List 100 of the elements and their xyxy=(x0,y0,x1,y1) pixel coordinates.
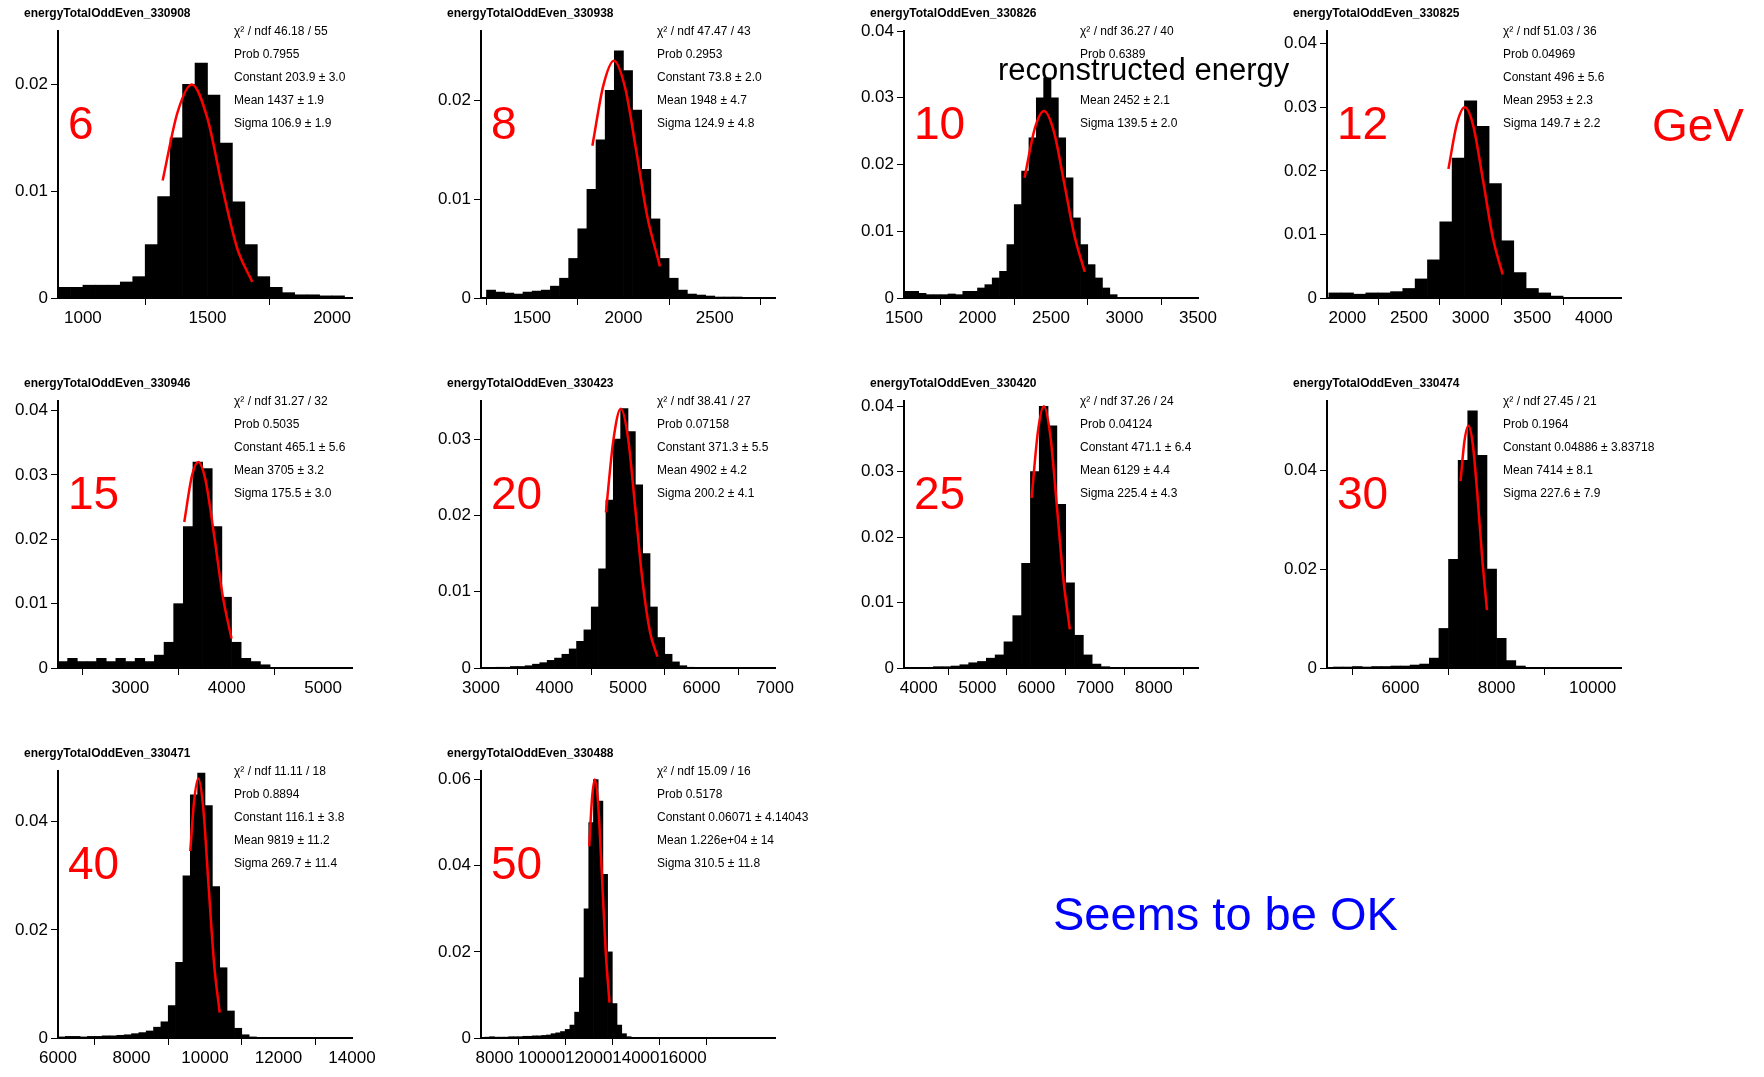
x-tick-label: 6000 xyxy=(39,1047,77,1067)
chart-title: energyTotalOddEven_330825 xyxy=(1293,6,1460,20)
x-tick-label: 3000 xyxy=(462,677,500,697)
annotation: χ² / ndf 51.03 / 36 xyxy=(1503,23,1598,40)
annotation: Sigma 124.9 ± 4.8 xyxy=(657,115,756,132)
y-tick-label: 0.04 xyxy=(860,20,894,40)
annotation: Mean 9819 ± 11.2 xyxy=(234,832,331,849)
text: Seems to be OK xyxy=(1053,886,1398,941)
annotation: Constant 371.3 ± 5.5 xyxy=(657,439,769,456)
y-tick-label: 0 xyxy=(38,287,48,307)
x-tick-label: 2000 xyxy=(958,307,997,327)
annotation: χ² / ndf 46.18 / 55 xyxy=(234,23,329,40)
annotation: Prob 0.5178 xyxy=(657,786,724,803)
annotation: 50 xyxy=(491,836,543,890)
x-tick-label: 10000 xyxy=(517,1047,566,1067)
chart-title: energyTotalOddEven_330946 xyxy=(24,376,191,390)
annotation: Mean 3705 ± 3.2 xyxy=(234,462,325,479)
annotation: 20 xyxy=(491,466,543,520)
annotation: 40 xyxy=(68,836,120,890)
annotation: Mean 4902 ± 4.2 xyxy=(657,462,748,479)
y-tick-label: 0.01 xyxy=(437,581,471,601)
x-tick-label: 14000 xyxy=(328,1047,376,1067)
annotation: Prob 0.8894 xyxy=(234,786,301,803)
x-tick-label: 2000 xyxy=(1328,307,1367,327)
y-tick-label: 0.01 xyxy=(860,592,894,612)
x-tick-label: 4000 xyxy=(535,677,574,697)
x-tick-label: 1000 xyxy=(64,307,102,327)
y-tick-label: 0 xyxy=(461,657,471,677)
y-tick-label: 0.02 xyxy=(14,529,48,549)
annotation: Mean 7414 ± 8.1 xyxy=(1503,462,1594,479)
annotation: Sigma 225.4 ± 4.3 xyxy=(1080,485,1179,502)
y-tick-label: 0.03 xyxy=(437,428,471,448)
x-tick-label: 12000 xyxy=(254,1047,303,1067)
x-tick-label: 1500 xyxy=(885,307,923,327)
annotation: Sigma 175.5 ± 3.0 xyxy=(234,485,333,502)
annotation: Sigma 139.5 ± 2.0 xyxy=(1080,115,1178,132)
annotation: χ² / ndf 31.27 / 32 xyxy=(234,393,329,410)
x-tick-label: 10000 xyxy=(1569,677,1617,697)
x-tick-label: 1500 xyxy=(188,307,227,327)
annotation: Constant 496 ± 5.6 xyxy=(1503,69,1605,86)
y-tick-label: 0 xyxy=(1307,657,1317,677)
annotation: Constant 116.1 ± 3.8 xyxy=(234,809,345,826)
x-tick-label: 10000 xyxy=(181,1047,229,1067)
y-tick-label: 0.01 xyxy=(437,188,471,208)
y-tick-label: 0.02 xyxy=(860,526,894,546)
x-tick-label: 5000 xyxy=(609,677,647,697)
x-tick-label: 8000 xyxy=(112,1047,151,1067)
y-tick-label: 0 xyxy=(461,287,471,307)
annotation: 10 xyxy=(914,96,966,150)
y-tick-label: 0.01 xyxy=(860,220,894,240)
annotation: Prob 0.2953 xyxy=(657,46,724,63)
annotation: Prob 0.5035 xyxy=(234,416,301,433)
annotation: χ² / ndf 11.11 / 18 xyxy=(234,763,327,780)
y-tick-label: 0.02 xyxy=(860,154,894,174)
annotation: 30 xyxy=(1337,466,1389,520)
annotation: χ² / ndf 38.41 / 27 xyxy=(657,393,752,410)
annotation: χ² / ndf 15.09 / 16 xyxy=(657,763,752,780)
y-tick-label: 0.03 xyxy=(860,87,894,107)
y-tick-label: 0.02 xyxy=(14,919,48,939)
y-tick-label: 0.04 xyxy=(1283,33,1317,53)
x-tick-label: 2500 xyxy=(1390,307,1428,327)
y-tick-label: 0.04 xyxy=(14,811,48,831)
annotation: Sigma 269.7 ± 11.4 xyxy=(234,855,339,872)
x-tick-label: 7000 xyxy=(756,677,794,697)
x-tick-label: 5000 xyxy=(304,677,342,697)
x-tick-label: 3500 xyxy=(1179,307,1217,327)
annotation: 6 xyxy=(68,96,94,150)
y-tick-label: 0.02 xyxy=(437,941,471,961)
annotation: 12 xyxy=(1337,96,1389,150)
x-tick-label: 2000 xyxy=(604,307,643,327)
annotation: Mean 2452 ± 2.1 xyxy=(1080,92,1171,109)
y-tick-label: 0.04 xyxy=(860,395,894,415)
annotation: Mean 2953 ± 2.3 xyxy=(1503,92,1594,109)
chart-title: energyTotalOddEven_330474 xyxy=(1293,376,1460,390)
x-tick-label: 3500 xyxy=(1513,307,1552,327)
y-tick-label: 0 xyxy=(38,1027,48,1047)
y-tick-label: 0.06 xyxy=(437,769,471,789)
chart-title: energyTotalOddEven_330908 xyxy=(24,6,191,20)
x-tick-label: 8000 xyxy=(475,1047,514,1067)
annotation: Sigma 149.7 ± 2.2 xyxy=(1503,115,1602,132)
y-tick-label: 0 xyxy=(461,1027,471,1047)
annotation: Mean 1948 ± 4.7 xyxy=(657,92,748,109)
annotation: Constant 465.1 ± 5.6 xyxy=(234,439,346,456)
y-tick-label: 0 xyxy=(884,657,894,677)
y-tick-label: 0.02 xyxy=(1283,558,1317,578)
annotation: Constant 0.04886 ± 3.83718 xyxy=(1503,439,1655,456)
y-tick-label: 0.01 xyxy=(14,180,48,200)
annotation: χ² / ndf 37.26 / 24 xyxy=(1080,393,1175,410)
y-tick-label: 0.04 xyxy=(14,400,48,420)
x-tick-label: 3000 xyxy=(1105,307,1144,327)
x-tick-label: 2500 xyxy=(1032,307,1070,327)
chart-title: energyTotalOddEven_330423 xyxy=(447,376,614,390)
annotation: 8 xyxy=(491,96,517,150)
x-tick-label: 8000 xyxy=(1477,677,1516,697)
annotation: Prob 0.04969 xyxy=(1503,46,1577,63)
y-tick-label: 0.03 xyxy=(1283,96,1317,116)
x-tick-label: 12000 xyxy=(565,1047,613,1067)
chart-title: energyTotalOddEven_330471 xyxy=(24,746,191,760)
y-tick-label: 0.03 xyxy=(14,464,48,484)
chart-title: energyTotalOddEven_330488 xyxy=(447,746,614,760)
